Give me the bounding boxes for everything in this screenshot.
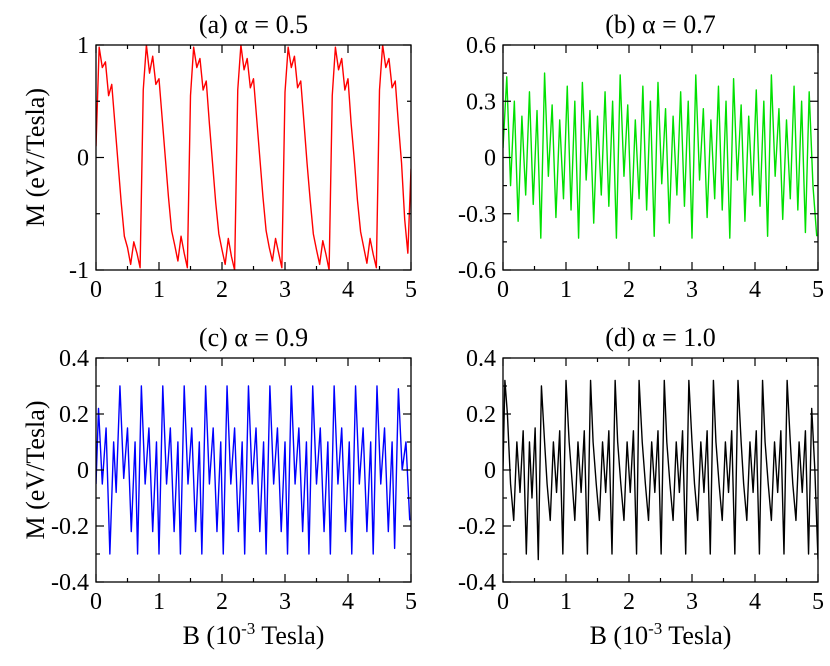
y-tick-label: -0.2 <box>458 514 496 540</box>
y-tick-label: -0.4 <box>51 570 89 596</box>
x-tick-label: 4 <box>342 589 354 615</box>
y-axis-label: M (eV/Tesla) <box>21 401 50 540</box>
series-line <box>503 72 818 239</box>
y-tick-label: -0.4 <box>458 570 496 596</box>
series-line <box>96 385 411 555</box>
y-tick-label: -0.6 <box>458 258 496 284</box>
x-tick-label: 2 <box>623 277 635 303</box>
y-tick-label: -1 <box>69 258 89 284</box>
x-tick-label: 0 <box>497 277 509 303</box>
y-tick-label: 0.2 <box>466 402 496 428</box>
panel-c: (c) α = 0.9 0 1 2 3 4 5 -0.4 -0.2 0 0.2 0.4 M (eV/Te… <box>21 323 417 650</box>
x-tick-label: 1 <box>560 589 572 615</box>
x-tick-label: 0 <box>90 589 102 615</box>
y-tick-label: 0.2 <box>59 402 89 428</box>
x-tick-label: 2 <box>216 277 228 303</box>
x-tick-label: 4 <box>749 589 761 615</box>
x-tick-label: 4 <box>749 277 761 303</box>
y-tick-label: 1 <box>77 33 89 59</box>
series-line <box>96 45 411 270</box>
y-tick-label: -0.3 <box>458 202 496 228</box>
panel-title: (b) α = 0.7 <box>605 10 716 39</box>
x-axis-label: B (10-3 Tesla) <box>590 619 732 650</box>
panel-b: (b) α = 0.7 0 1 2 3 4 5 -0.6 -0.3 0 0.3 0.6 <box>458 10 824 303</box>
x-tick-label: 3 <box>686 589 698 615</box>
y-tick-label: 0.6 <box>466 33 496 59</box>
y-tick-label: 0 <box>484 146 496 172</box>
x-tick-label: 3 <box>686 277 698 303</box>
x-tick-label: 3 <box>279 589 291 615</box>
x-tick-label: 5 <box>405 277 417 303</box>
y-tick-label: -0.2 <box>51 514 89 540</box>
y-tick-label: 0 <box>77 458 89 484</box>
series-line <box>503 379 818 561</box>
panel-title: (d) α = 1.0 <box>605 323 716 352</box>
x-tick-label: 5 <box>405 589 417 615</box>
y-tick-label: 0 <box>484 458 496 484</box>
x-axis-label: B (10-3 Tesla) <box>183 619 325 650</box>
y-tick-label: 0.3 <box>466 89 496 115</box>
x-tick-label: 5 <box>812 589 824 615</box>
x-tick-label: 2 <box>623 589 635 615</box>
y-tick-label: 0.4 <box>466 346 496 372</box>
y-tick-label: 0.4 <box>59 346 89 372</box>
x-tick-label: 2 <box>216 589 228 615</box>
x-tick-label: 1 <box>153 589 165 615</box>
panel-d: (d) α = 1.0 0 1 2 3 4 5 -0.4 -0.2 0 0.2 0.4 B (10-3 … <box>458 323 824 650</box>
y-axis-label: M (eV/Tesla) <box>21 88 50 227</box>
x-tick-label: 0 <box>497 589 509 615</box>
x-tick-label: 1 <box>153 277 165 303</box>
panel-title: (c) α = 0.9 <box>199 323 308 352</box>
panel-title: (a) α = 0.5 <box>199 10 308 39</box>
x-tick-label: 0 <box>90 277 102 303</box>
x-tick-label: 3 <box>279 277 291 303</box>
y-tick-label: 0 <box>77 146 89 172</box>
x-tick-label: 5 <box>812 277 824 303</box>
x-tick-label: 4 <box>342 277 354 303</box>
x-tick-label: 1 <box>560 277 572 303</box>
